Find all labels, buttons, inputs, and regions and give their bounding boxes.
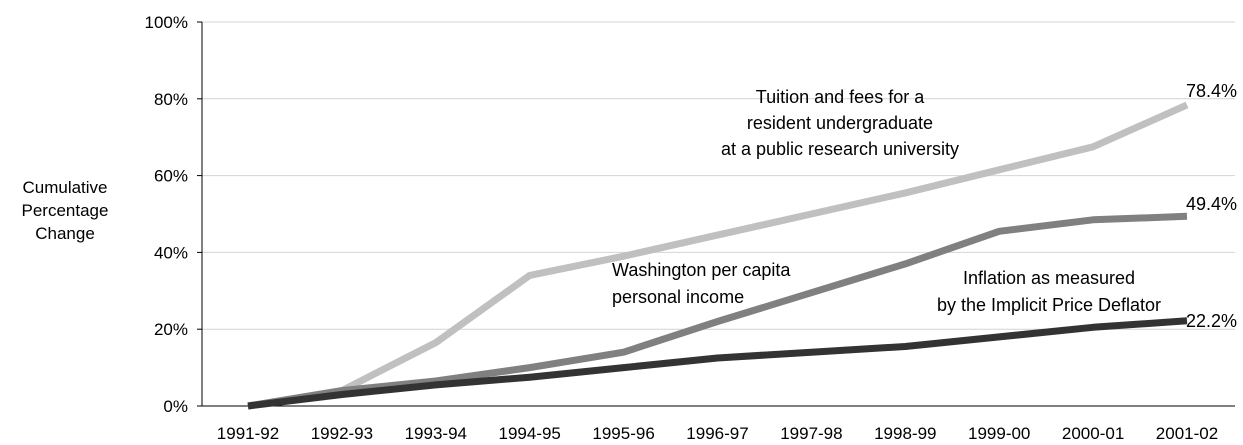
x-tick-label: 1992-93 xyxy=(311,424,373,443)
y-axis-title-line-1: Cumulative xyxy=(22,178,108,197)
y-tick-label: 80% xyxy=(154,90,188,109)
end-value-label-inflation: 22.2% xyxy=(1186,311,1237,331)
x-axis-ticks: 1991-92 1992-93 1993-94 1994-95 1995-96 1996-… xyxy=(217,424,1218,443)
series-labels: Tuition and fees for a resident undergrad… xyxy=(612,81,1237,331)
series-label-tuition: Tuition and fees for a xyxy=(756,87,925,107)
x-tick-label: 1999-00 xyxy=(968,424,1030,443)
x-tick-label: 1994-95 xyxy=(499,424,561,443)
end-value-label-income: 49.4% xyxy=(1186,194,1237,214)
y-tick-label: 40% xyxy=(154,243,188,262)
series-lines xyxy=(247,101,1189,410)
y-tick-label: 100% xyxy=(145,13,188,32)
x-tick-label: 1993-94 xyxy=(405,424,467,443)
x-tick-label: 1991-92 xyxy=(217,424,279,443)
end-value-label-tuition: 78.4% xyxy=(1186,81,1237,101)
y-axis-title: Cumulative Percentage Change xyxy=(0,176,130,245)
series-line-tuition xyxy=(247,101,1189,410)
series-label-inflation: by the Implicit Price Deflator xyxy=(937,295,1161,315)
series-line-inflation xyxy=(247,317,1188,410)
y-axis-ticks: 0% 20% 40% 60% 80% 100% xyxy=(145,13,202,416)
x-tick-label: 1997-98 xyxy=(780,424,842,443)
y-axis-title-line-3: Change xyxy=(35,224,95,243)
y-tick-label: 0% xyxy=(163,397,188,416)
x-tick-label: 1998-99 xyxy=(874,424,936,443)
series-label-tuition: resident undergraduate xyxy=(747,113,933,133)
series-label-income: Washington per capita xyxy=(612,260,791,280)
series-label-income: personal income xyxy=(612,287,744,307)
x-tick-label: 2000-01 xyxy=(1062,424,1124,443)
x-tick-label: 1995-96 xyxy=(592,424,654,443)
series-label-tuition: at a public research university xyxy=(721,139,959,159)
y-tick-label: 60% xyxy=(154,167,188,186)
series-line-income xyxy=(247,212,1188,410)
y-tick-label: 20% xyxy=(154,320,188,339)
x-tick-label: 1996-97 xyxy=(686,424,748,443)
y-axis-title-line-2: Percentage xyxy=(21,201,109,220)
x-tick-label: 2001-02 xyxy=(1156,424,1218,443)
series-label-inflation: Inflation as measured xyxy=(963,268,1135,288)
